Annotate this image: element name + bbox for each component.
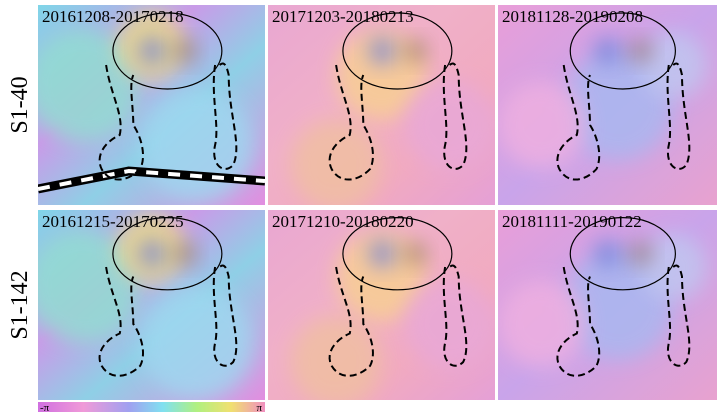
road-dash xyxy=(38,168,265,191)
panel: 20171203-20180213 xyxy=(268,5,495,205)
fringe xyxy=(173,39,198,63)
outline-left xyxy=(328,64,374,181)
panel-image xyxy=(268,5,495,205)
panel-image xyxy=(268,210,495,400)
fringe xyxy=(368,37,397,65)
deformation-ellipse xyxy=(112,217,223,291)
fringe xyxy=(593,37,622,65)
panel: 20171210-20180220 xyxy=(268,210,495,400)
outline-right xyxy=(212,62,238,170)
panel-image xyxy=(498,5,717,205)
colorbar xyxy=(38,402,265,412)
outline-right xyxy=(442,62,468,170)
outline-right xyxy=(212,264,238,367)
panel-image xyxy=(498,210,717,400)
phase-blob xyxy=(38,28,141,142)
panel-date-label: 20181128-20190208 xyxy=(502,7,643,26)
panel-date-label: 20161208-20170218 xyxy=(42,7,184,26)
phase-blob xyxy=(290,119,382,205)
panel-image xyxy=(38,5,265,205)
colorbar-max-label: π xyxy=(256,402,262,412)
deformation-ellipse xyxy=(112,12,223,90)
fringe xyxy=(403,241,428,266)
fringe xyxy=(138,37,167,65)
fringe xyxy=(368,239,397,268)
phase-blob xyxy=(404,278,495,370)
fringe xyxy=(138,239,167,268)
panel: 20161215-20170225 xyxy=(38,210,265,400)
fringe xyxy=(173,241,198,266)
deformation-ellipse xyxy=(342,12,453,90)
panel-image xyxy=(38,210,265,400)
phase-blob xyxy=(140,88,254,202)
outline-left xyxy=(328,266,374,377)
outline-right xyxy=(666,264,691,367)
panel: 20161208-20170218 xyxy=(38,5,265,205)
panel-date-label: 20171203-20180213 xyxy=(272,7,414,26)
panel: 20181111-20190122 xyxy=(498,210,717,400)
outline-left xyxy=(556,266,601,377)
deformation-ellipse xyxy=(569,12,676,90)
fringe xyxy=(593,239,622,268)
outline-left xyxy=(98,266,144,377)
row-label: S1-142 xyxy=(7,270,33,339)
phase-blob xyxy=(140,286,254,400)
colorbar-min-label: -π xyxy=(40,402,50,412)
row-label: S1-40 xyxy=(7,76,33,133)
phase-blob xyxy=(290,316,382,400)
fringe xyxy=(628,39,653,63)
deformation-ellipse xyxy=(569,217,676,291)
outline-right xyxy=(442,264,468,367)
phase-blob xyxy=(498,280,586,368)
outline-left xyxy=(98,64,144,181)
panel-date-label: 20181111-20190122 xyxy=(502,212,642,231)
phase-blob xyxy=(404,79,495,171)
phase-blob xyxy=(498,81,586,169)
fringe xyxy=(403,39,428,63)
outline-left xyxy=(556,64,601,181)
panel-date-label: 20161215-20170225 xyxy=(42,212,184,231)
panel: 20181128-20190208 xyxy=(498,5,717,205)
phase-blob xyxy=(38,229,141,343)
outline-right xyxy=(666,62,691,170)
fringe xyxy=(628,241,653,266)
deformation-ellipse xyxy=(342,217,453,291)
panel-date-label: 20171210-20180220 xyxy=(272,212,414,231)
